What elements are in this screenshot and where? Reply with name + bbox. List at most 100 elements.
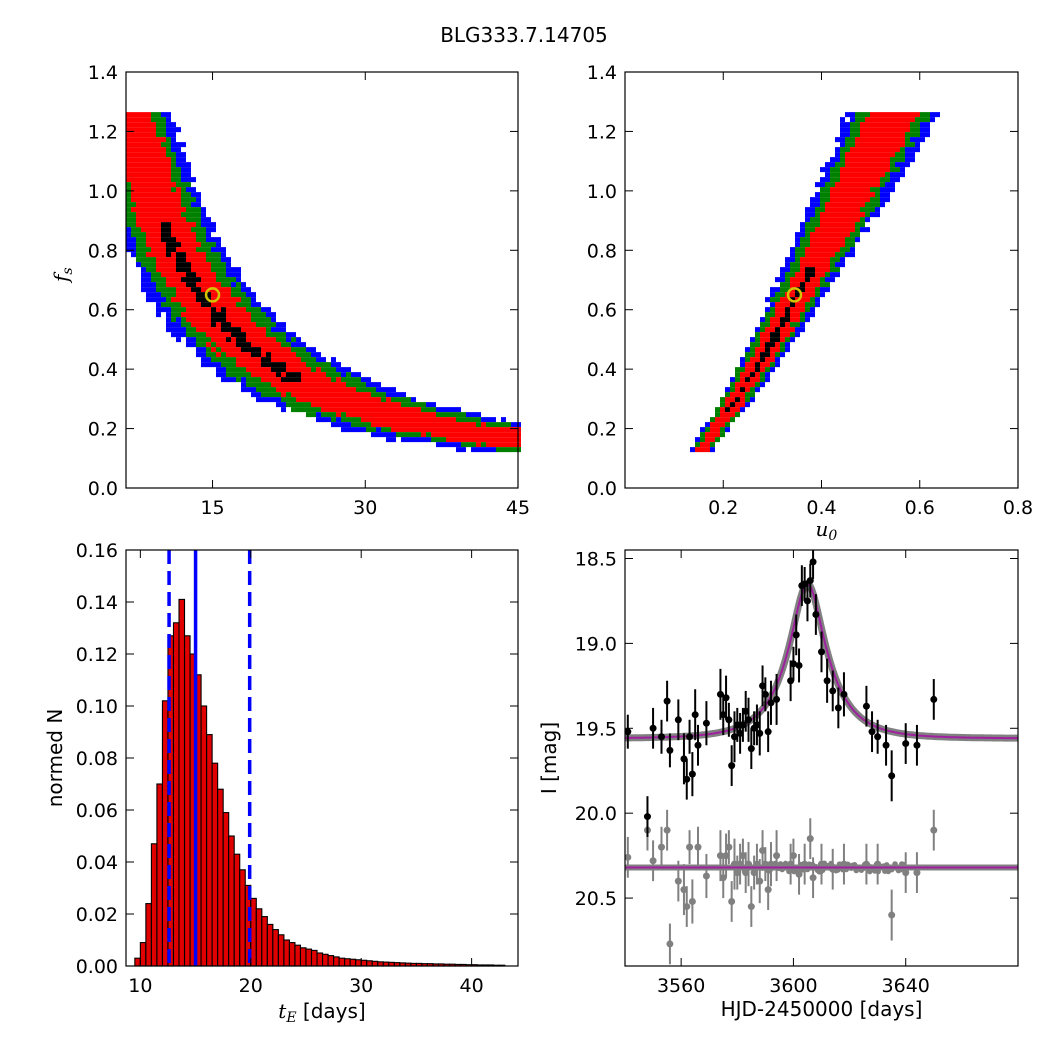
heatmap-cell (226, 307, 231, 313)
heatmap-cell (366, 392, 371, 398)
heatmap-cell (815, 202, 820, 208)
heatmap-cell (156, 137, 161, 143)
heatmap-cell (486, 417, 491, 423)
heatmap-cell (865, 197, 870, 203)
heatmap-cell (880, 137, 885, 143)
heatmap-cell (181, 237, 186, 243)
heatmap-cell (171, 152, 176, 158)
heatmap-cell (126, 152, 131, 158)
heatmap-cell (186, 217, 191, 223)
heatmap-cell (780, 287, 785, 293)
heatmap-cell (760, 327, 765, 333)
heatmap-cell (251, 337, 256, 343)
heatmap-cell (191, 252, 196, 258)
heatmap-cell (720, 422, 725, 428)
heatmap-cell (755, 372, 760, 378)
heatmap-cell (166, 277, 171, 283)
heatmap-cell (296, 377, 301, 383)
heatmap-cell (251, 327, 256, 333)
heatmap-cell (910, 117, 915, 123)
heatmap-cell (366, 417, 371, 423)
heatmap-cell (156, 272, 161, 278)
heatmap-cell (810, 282, 815, 288)
heatmap-cell (381, 397, 386, 403)
heatmap-cell (171, 122, 176, 128)
heatmap-cell (191, 327, 196, 333)
heatmap-cell (336, 362, 341, 368)
heatmap-cell (146, 237, 151, 243)
heatmap-cell (221, 302, 226, 308)
heatmap-cell (261, 337, 266, 343)
heatmap-cell (770, 332, 775, 338)
heatmap-cell (131, 227, 136, 233)
heatmap-cell (825, 162, 830, 168)
heatmap-cell (715, 422, 720, 428)
heatmap-cell (840, 202, 845, 208)
heatmap-cell (471, 427, 476, 433)
heatmap-cell (321, 402, 326, 408)
heatmap-cell (830, 262, 835, 268)
heatmap-cell (336, 402, 341, 408)
heatmap-cell (251, 367, 256, 373)
heatmap-cell (291, 402, 296, 408)
heatmap-cell (221, 352, 226, 358)
heatmap-cell (735, 372, 740, 378)
heatmap-cell (206, 267, 211, 273)
heatmap-cell (840, 177, 845, 183)
heatmap-cell (131, 197, 136, 203)
heatmap-cell (451, 437, 456, 443)
black-data-point (868, 728, 876, 736)
heatmap-cell (765, 322, 770, 328)
black-data-point (753, 721, 761, 729)
heatmap-cell (281, 337, 286, 343)
heatmap-cell (171, 267, 176, 273)
heatmap-cell (830, 192, 835, 198)
heatmap-cell (805, 207, 810, 213)
histogram-bar (255, 908, 263, 967)
heatmap-cell (800, 257, 805, 263)
heatmap-cell (855, 112, 860, 118)
heatmap-cell (331, 362, 336, 368)
heatmap-cell (860, 197, 865, 203)
heatmap-cell (181, 262, 186, 268)
heatmap-cell (795, 277, 800, 283)
heatmap-cell (351, 372, 356, 378)
heatmap-cell (171, 257, 176, 263)
heatmap-cell (251, 322, 256, 328)
heatmap-cell (855, 162, 860, 168)
heatmap-cell (815, 217, 820, 223)
heatmap-cell (161, 212, 166, 218)
heatmap-cell (131, 192, 136, 198)
heatmap-cell (186, 327, 191, 333)
heatmap-cell (126, 142, 131, 148)
heatmap-cell (830, 267, 835, 273)
x-tick-label: 10 (128, 975, 152, 997)
heatmap-cell (361, 387, 366, 393)
heatmap-cell (386, 387, 391, 393)
heatmap-cell (735, 392, 740, 398)
heatmap-cell (201, 337, 206, 343)
heatmap-cell (196, 297, 201, 303)
black-data-point (739, 721, 747, 729)
histogram-bar (305, 948, 313, 967)
heatmap-cell (181, 172, 186, 178)
histogram-bar (371, 960, 379, 967)
heatmap-cell (800, 222, 805, 228)
black-data-point (874, 733, 882, 741)
heatmap-cell (331, 382, 336, 388)
heatmap-cell (446, 417, 451, 423)
heatmap-cell (146, 282, 151, 288)
heatmap-cell (506, 422, 511, 428)
heatmap-cell (326, 412, 331, 418)
heatmap-cell (830, 172, 835, 178)
heatmap-cell (740, 362, 745, 368)
heatmap-cell (171, 197, 176, 203)
heatmap-cell (326, 392, 331, 398)
heatmap-cell (765, 372, 770, 378)
heatmap-cell (161, 227, 166, 233)
heatmap-cell (136, 172, 141, 178)
heatmap-cell (181, 222, 186, 228)
heatmap-cell (356, 397, 361, 403)
heatmap-cell (271, 337, 276, 343)
heatmap-cell (820, 187, 825, 193)
